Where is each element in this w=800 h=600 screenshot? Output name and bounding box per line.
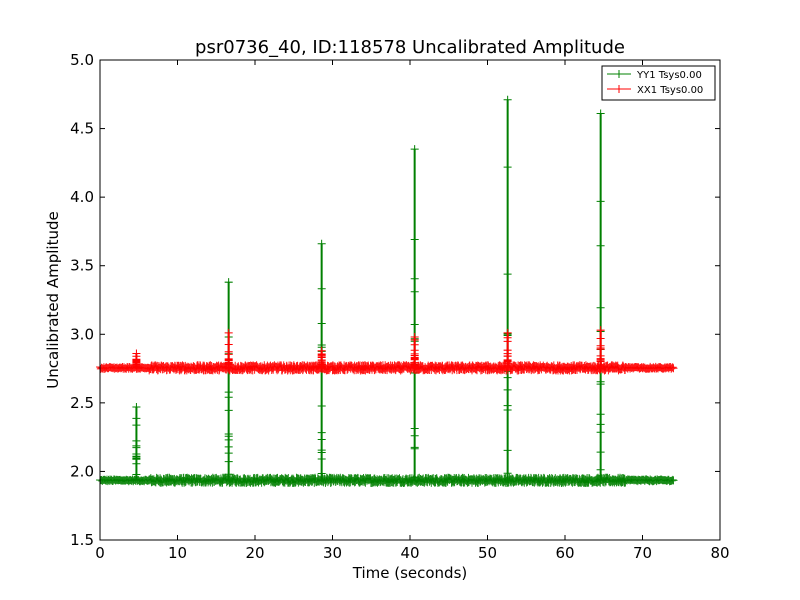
spike	[596, 326, 605, 369]
spike-markers	[596, 326, 605, 369]
y-tick-label: 4.5	[70, 120, 94, 138]
y-tick-label: 2.5	[70, 394, 94, 412]
ticks-layer: 0 10 20 30 40 50 60 70 80 1.5 2.0 2.5 3.0 3.5 4.0 4.5 5.…	[70, 51, 729, 562]
y-tick-label: 3.0	[70, 325, 94, 343]
spike-markers	[503, 328, 512, 369]
x-tick-label: 60	[555, 544, 574, 562]
x-tick-label: 50	[478, 544, 497, 562]
legend-marker	[615, 70, 623, 78]
legend: YY1 Tsys0.00 XX1 Tsys0.00	[601, 65, 716, 101]
spike-markers	[410, 333, 419, 369]
spike	[132, 402, 141, 481]
legend-marker	[615, 85, 623, 93]
x-tick-label: 70	[633, 544, 652, 562]
legend-item: YY1 Tsys0.00	[607, 70, 702, 81]
y-tick-label: 5.0	[70, 51, 94, 69]
series-layer	[96, 95, 678, 487]
y-tick-label: 4.0	[70, 188, 94, 206]
legend-box	[601, 65, 716, 101]
y-tick-label: 2.0	[70, 462, 94, 480]
spike	[317, 346, 326, 369]
chart-title: psr0736_40, ID:118578 Uncalibrated Ampli…	[195, 37, 625, 58]
legend-item: XX1 Tsys0.00	[607, 85, 703, 96]
spike-markers	[224, 328, 233, 369]
spike-markers	[132, 402, 141, 481]
legend-label: YY1 Tsys0.00	[636, 70, 702, 81]
y-tick-label: 1.5	[70, 531, 94, 549]
legend-label: XX1 Tsys0.00	[637, 85, 703, 96]
y-axis-title: Uncalibrated Amplitude	[44, 211, 62, 388]
spike	[410, 333, 419, 369]
y-tick-label: 3.5	[70, 257, 94, 275]
x-tick-label: 80	[710, 544, 729, 562]
x-tick-label: 10	[168, 544, 187, 562]
x-tick-label: 40	[400, 544, 419, 562]
x-tick-label: 20	[245, 544, 264, 562]
x-axis-title: Time (seconds)	[352, 564, 468, 582]
spike-markers	[317, 346, 326, 369]
spike	[132, 349, 141, 369]
spike	[503, 328, 512, 369]
spike	[224, 328, 233, 369]
legend-items: YY1 Tsys0.00 XX1 Tsys0.00	[607, 70, 703, 96]
x-tick-label: 30	[323, 544, 342, 562]
x-tick-label: 0	[95, 544, 105, 562]
spike-markers	[132, 349, 141, 369]
